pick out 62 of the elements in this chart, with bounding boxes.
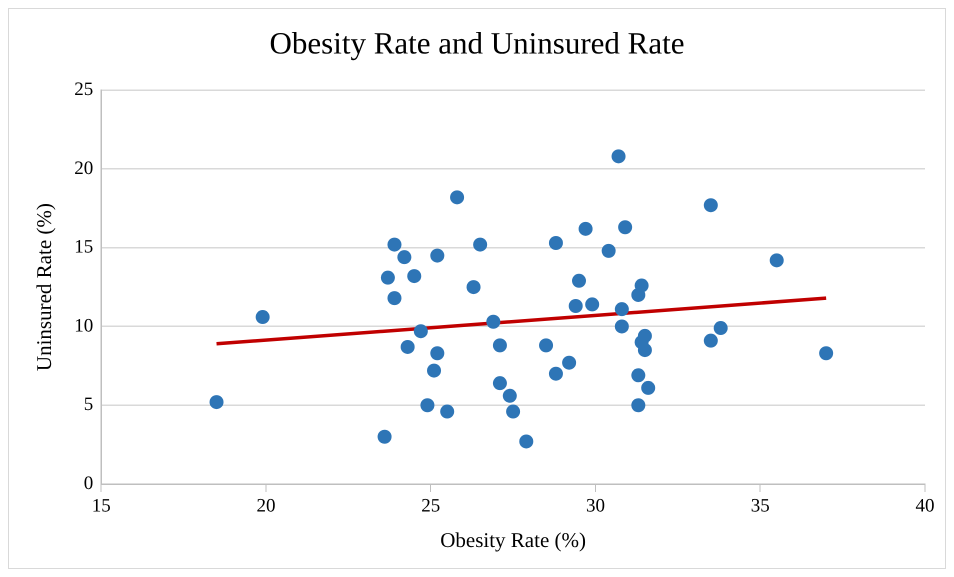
point <box>704 334 718 348</box>
point <box>614 302 629 316</box>
point <box>631 368 646 382</box>
point <box>770 253 784 268</box>
point <box>492 338 507 352</box>
point <box>502 388 517 403</box>
point <box>519 434 534 448</box>
point <box>562 356 576 370</box>
point <box>397 250 412 264</box>
x-tick-label: 40 <box>916 495 934 516</box>
point <box>631 398 646 412</box>
point <box>387 238 402 252</box>
point <box>440 404 454 419</box>
point <box>492 376 507 390</box>
point <box>638 328 652 343</box>
point <box>387 291 402 306</box>
point <box>506 404 520 419</box>
point <box>602 244 616 258</box>
point <box>400 340 415 354</box>
point <box>641 380 656 395</box>
x-tick-label: 20 <box>256 495 276 516</box>
point <box>210 395 224 410</box>
point <box>704 198 718 212</box>
point <box>427 364 442 378</box>
point <box>614 319 629 334</box>
point <box>572 274 586 288</box>
point <box>430 346 444 360</box>
point <box>380 270 395 285</box>
point <box>414 324 428 338</box>
y-tick-label: 10 <box>74 315 94 336</box>
point <box>819 346 834 360</box>
point <box>618 220 632 234</box>
point <box>430 248 444 263</box>
chart-title: Obesity Rate and Uninsured Rate <box>270 26 684 61</box>
point <box>450 190 464 204</box>
x-axis-title: Obesity Rate (%) <box>440 528 586 552</box>
point <box>486 314 500 329</box>
y-tick-label: 20 <box>74 158 94 179</box>
point <box>578 222 593 236</box>
y-axis-title: Uninsured Rate (%) <box>32 203 56 372</box>
point <box>612 149 626 164</box>
point <box>568 299 583 314</box>
point <box>378 430 392 444</box>
point <box>466 280 481 294</box>
x-tick-label: 25 <box>421 495 440 516</box>
point <box>420 398 434 412</box>
point <box>256 310 270 324</box>
point <box>407 269 422 284</box>
point <box>638 343 652 358</box>
point <box>548 366 563 381</box>
point <box>548 236 563 250</box>
point <box>585 297 600 312</box>
y-tick-label: 0 <box>84 472 94 494</box>
point <box>473 238 488 252</box>
point <box>714 321 728 336</box>
x-tick-label: 35 <box>750 495 770 516</box>
x-tick-label: 30 <box>586 495 605 516</box>
y-tick-label: 15 <box>74 236 94 258</box>
y-tick-label: 5 <box>84 394 94 416</box>
point <box>539 338 554 352</box>
y-tick-label: 25 <box>74 79 94 100</box>
point <box>634 278 649 293</box>
